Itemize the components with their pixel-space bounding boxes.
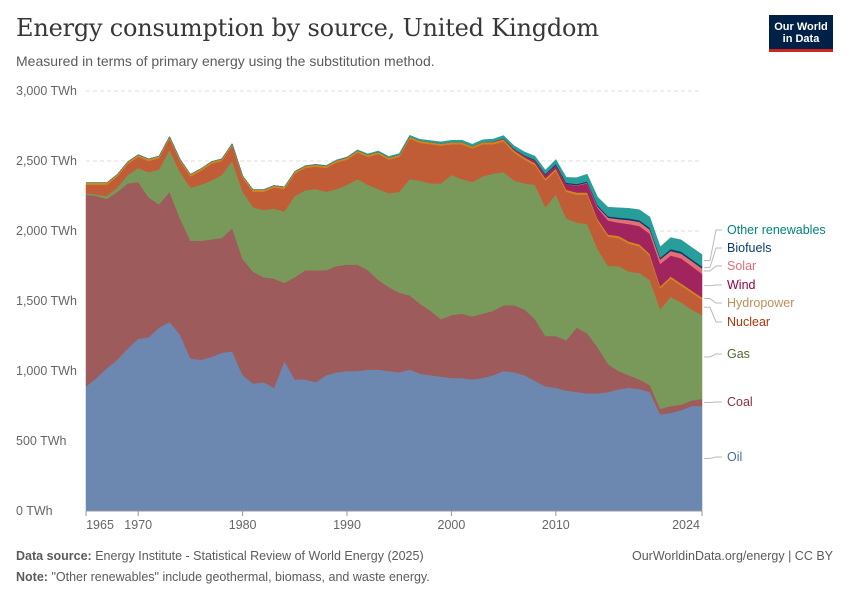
- legend-label-nuclear: Nuclear: [727, 315, 770, 329]
- area-other-renewables: [86, 134, 703, 267]
- legend-connector: [704, 247, 722, 268]
- owid-logo[interactable]: Our World in Data: [769, 15, 833, 52]
- note-label: Note:: [16, 570, 48, 584]
- logo-line-2: in Data: [782, 33, 820, 45]
- area-series: [85, 134, 703, 512]
- x-tick-label: 1980: [229, 518, 257, 532]
- legend-connector: [704, 265, 722, 272]
- legend-connector: [704, 401, 722, 403]
- x-tick-label: 2024: [672, 518, 700, 532]
- source-text: Energy Institute - Statistical Review of…: [95, 549, 424, 563]
- source-label: Data source:: [16, 549, 92, 563]
- note-text: "Other renewables" include geothermal, b…: [51, 570, 430, 584]
- legend-label-wind: Wind: [727, 278, 756, 292]
- legend-connector: [704, 284, 722, 287]
- x-tick-label: 2000: [438, 518, 466, 532]
- legend-connector: [704, 456, 722, 459]
- chart-note: Note: "Other renewables" include geother…: [16, 570, 430, 584]
- y-tick-label: 2,500 TWh: [16, 154, 77, 168]
- legend-label-coal: Coal: [727, 395, 753, 409]
- legend-connector: [704, 306, 722, 323]
- credit-link[interactable]: OurWorldinData.org/energy | CC BY: [631, 549, 833, 563]
- y-tick-label: 500 TWh: [16, 434, 67, 448]
- legend-connector: [704, 298, 722, 304]
- chart-title: Energy consumption by source, United Kin…: [16, 14, 599, 42]
- x-tick-label: 2010: [542, 518, 570, 532]
- chart-subtitle: Measured in terms of primary energy usin…: [16, 53, 435, 69]
- y-axis: 0 TWh 500 TWh 1,000 TWh 1,500 TWh 2,000 TWh 2…: [16, 84, 77, 518]
- legend-label-gas: Gas: [727, 347, 750, 361]
- logo-line-1: Our World: [774, 21, 828, 33]
- legend-label-biofuels: Biofuels: [727, 241, 771, 255]
- y-tick-label: 2,000 TWh: [16, 224, 77, 238]
- x-tick-label: 1970: [124, 518, 152, 532]
- x-tick-label: 1990: [333, 518, 361, 532]
- y-tick-label: 0 TWh: [16, 504, 53, 518]
- legend-label-hydropower: Hydropower: [727, 296, 794, 310]
- legend: Oil Coal Gas Nuclear Hydropower Wind Solar Biof…: [704, 223, 826, 464]
- legend-connector: [704, 353, 722, 358]
- legend-label-solar: Solar: [727, 259, 756, 273]
- x-tick-label: 1965: [86, 518, 114, 532]
- data-source: Data source: Energy Institute - Statisti…: [16, 549, 424, 563]
- y-tick-label: 3,000 TWh: [16, 84, 77, 98]
- legend-connector: [704, 229, 722, 261]
- y-tick-label: 1,500 TWh: [16, 294, 77, 308]
- legend-label-oil: Oil: [727, 450, 742, 464]
- legend-label-other-renewables: Other renewables: [727, 223, 826, 237]
- y-tick-label: 1,000 TWh: [16, 364, 77, 378]
- x-axis: 1965 1970 1980 1990 2000 2010 2024: [85, 510, 703, 532]
